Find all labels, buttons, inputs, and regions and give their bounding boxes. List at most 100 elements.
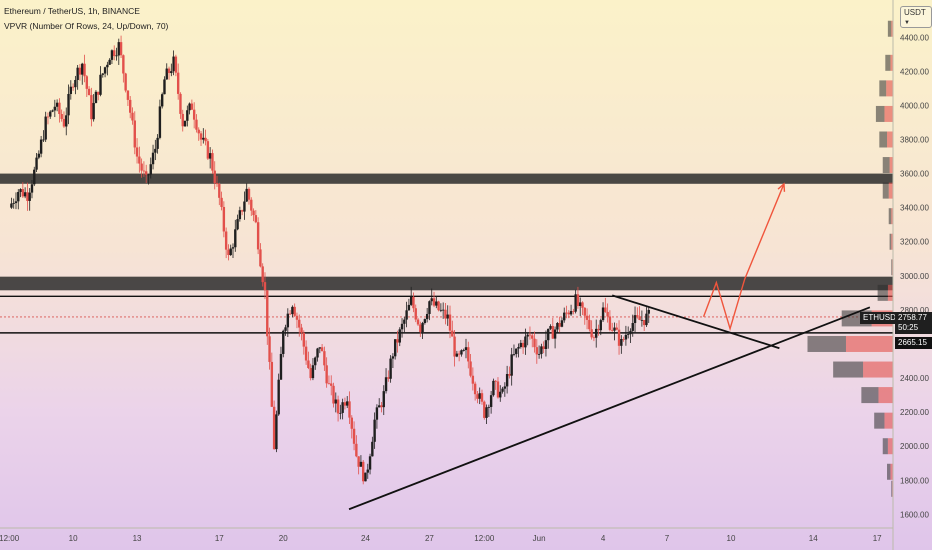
candle-body bbox=[10, 203, 13, 208]
candle-body bbox=[455, 353, 459, 357]
price-badge: 2758.77 bbox=[895, 312, 932, 324]
trend-line bbox=[348, 306, 871, 511]
candle-body bbox=[142, 170, 146, 172]
candle-body bbox=[275, 414, 278, 450]
candle-body bbox=[298, 319, 301, 328]
candle-body bbox=[606, 311, 609, 317]
candle-body bbox=[597, 328, 600, 331]
candle-body bbox=[508, 374, 511, 376]
currency-selector[interactable]: USDT ▼ bbox=[900, 6, 932, 28]
candle-body bbox=[503, 386, 507, 389]
volume-profile-down bbox=[886, 80, 893, 97]
candle-body bbox=[581, 302, 584, 308]
candle-body bbox=[492, 380, 495, 396]
candle-body bbox=[94, 91, 98, 103]
line-price-badge: 2665.15 bbox=[895, 337, 932, 349]
candle-body bbox=[343, 402, 347, 406]
candle-body bbox=[85, 76, 89, 89]
candle-body bbox=[163, 79, 166, 95]
candle-body bbox=[160, 94, 164, 107]
candle-body bbox=[330, 383, 333, 386]
y-tick-label: 3400.00 bbox=[900, 204, 929, 213]
candle-body bbox=[115, 55, 118, 57]
candle-body bbox=[192, 109, 196, 120]
candle-body bbox=[451, 330, 454, 337]
candle-body bbox=[599, 320, 602, 331]
candle-body bbox=[92, 102, 95, 120]
candle-body bbox=[17, 191, 20, 202]
trend-line bbox=[611, 294, 780, 350]
candle-body bbox=[533, 338, 536, 348]
candle-body bbox=[540, 346, 543, 354]
volume-profile-up bbox=[879, 131, 888, 148]
candle-body bbox=[183, 120, 187, 127]
candle-body bbox=[638, 316, 641, 320]
volume-profile-up bbox=[833, 361, 864, 378]
candle-body bbox=[247, 188, 251, 200]
timer-badge: 50:25 bbox=[895, 322, 932, 334]
candle-body bbox=[579, 302, 582, 307]
candle-body bbox=[250, 199, 253, 211]
candle-body bbox=[647, 309, 650, 314]
volume-profile-down bbox=[878, 387, 893, 404]
candle-body bbox=[126, 90, 130, 100]
volume-profile-down bbox=[891, 233, 893, 250]
x-tick-label: 17 bbox=[215, 534, 224, 543]
candle-body bbox=[33, 169, 36, 185]
candle-body bbox=[316, 348, 319, 358]
volume-profile-down bbox=[891, 20, 893, 37]
y-tick-label: 3600.00 bbox=[900, 170, 929, 179]
candle-body bbox=[588, 319, 591, 330]
candle-body bbox=[302, 332, 306, 347]
candle-body bbox=[314, 357, 317, 366]
candle-body bbox=[21, 189, 25, 197]
candle-body bbox=[537, 353, 541, 355]
candle-body bbox=[405, 310, 408, 320]
candle-body bbox=[560, 320, 564, 327]
candle-body bbox=[218, 184, 221, 198]
candle-body bbox=[604, 307, 607, 312]
x-tick-label: 4 bbox=[601, 534, 606, 543]
candle-body bbox=[510, 354, 513, 376]
horizontal-zone bbox=[0, 173, 893, 184]
candle-body bbox=[521, 342, 525, 348]
candle-body bbox=[311, 365, 315, 379]
candle-body bbox=[469, 361, 472, 376]
candle-body bbox=[14, 201, 18, 204]
candle-body bbox=[437, 301, 440, 311]
candle-body bbox=[377, 405, 381, 408]
candle-body bbox=[572, 311, 575, 312]
candle-body bbox=[542, 346, 545, 349]
candle-body bbox=[135, 147, 139, 157]
candle-body bbox=[391, 356, 395, 359]
candle-body bbox=[505, 374, 509, 387]
candle-body bbox=[206, 141, 210, 159]
candle-body bbox=[190, 103, 194, 110]
candle-body bbox=[519, 342, 523, 348]
candle-body bbox=[613, 327, 616, 331]
candle-body bbox=[268, 336, 271, 362]
volume-profile-up bbox=[875, 105, 885, 122]
candle-body bbox=[279, 353, 283, 380]
candle-body bbox=[295, 315, 299, 320]
indicator-label[interactable]: VPVR (Number Of Rows, 24, Up/Down, 70) bbox=[4, 21, 169, 31]
volume-profile-down bbox=[887, 284, 893, 301]
candle-body bbox=[81, 63, 84, 75]
candle-body bbox=[71, 86, 75, 88]
candle-body bbox=[28, 192, 31, 201]
y-tick-label: 1800.00 bbox=[900, 476, 929, 485]
candle-body bbox=[462, 350, 465, 351]
candle-body bbox=[108, 59, 111, 65]
candle-body bbox=[400, 323, 404, 330]
candle-body bbox=[277, 379, 280, 415]
candle-body bbox=[362, 461, 365, 482]
candle-body bbox=[309, 368, 312, 379]
candle-body bbox=[574, 294, 577, 312]
candle-body bbox=[332, 385, 335, 404]
candle-body bbox=[526, 334, 529, 337]
candle-body bbox=[517, 347, 520, 349]
candle-body bbox=[170, 71, 173, 74]
candle-body bbox=[384, 377, 388, 392]
candle-body bbox=[601, 307, 605, 321]
